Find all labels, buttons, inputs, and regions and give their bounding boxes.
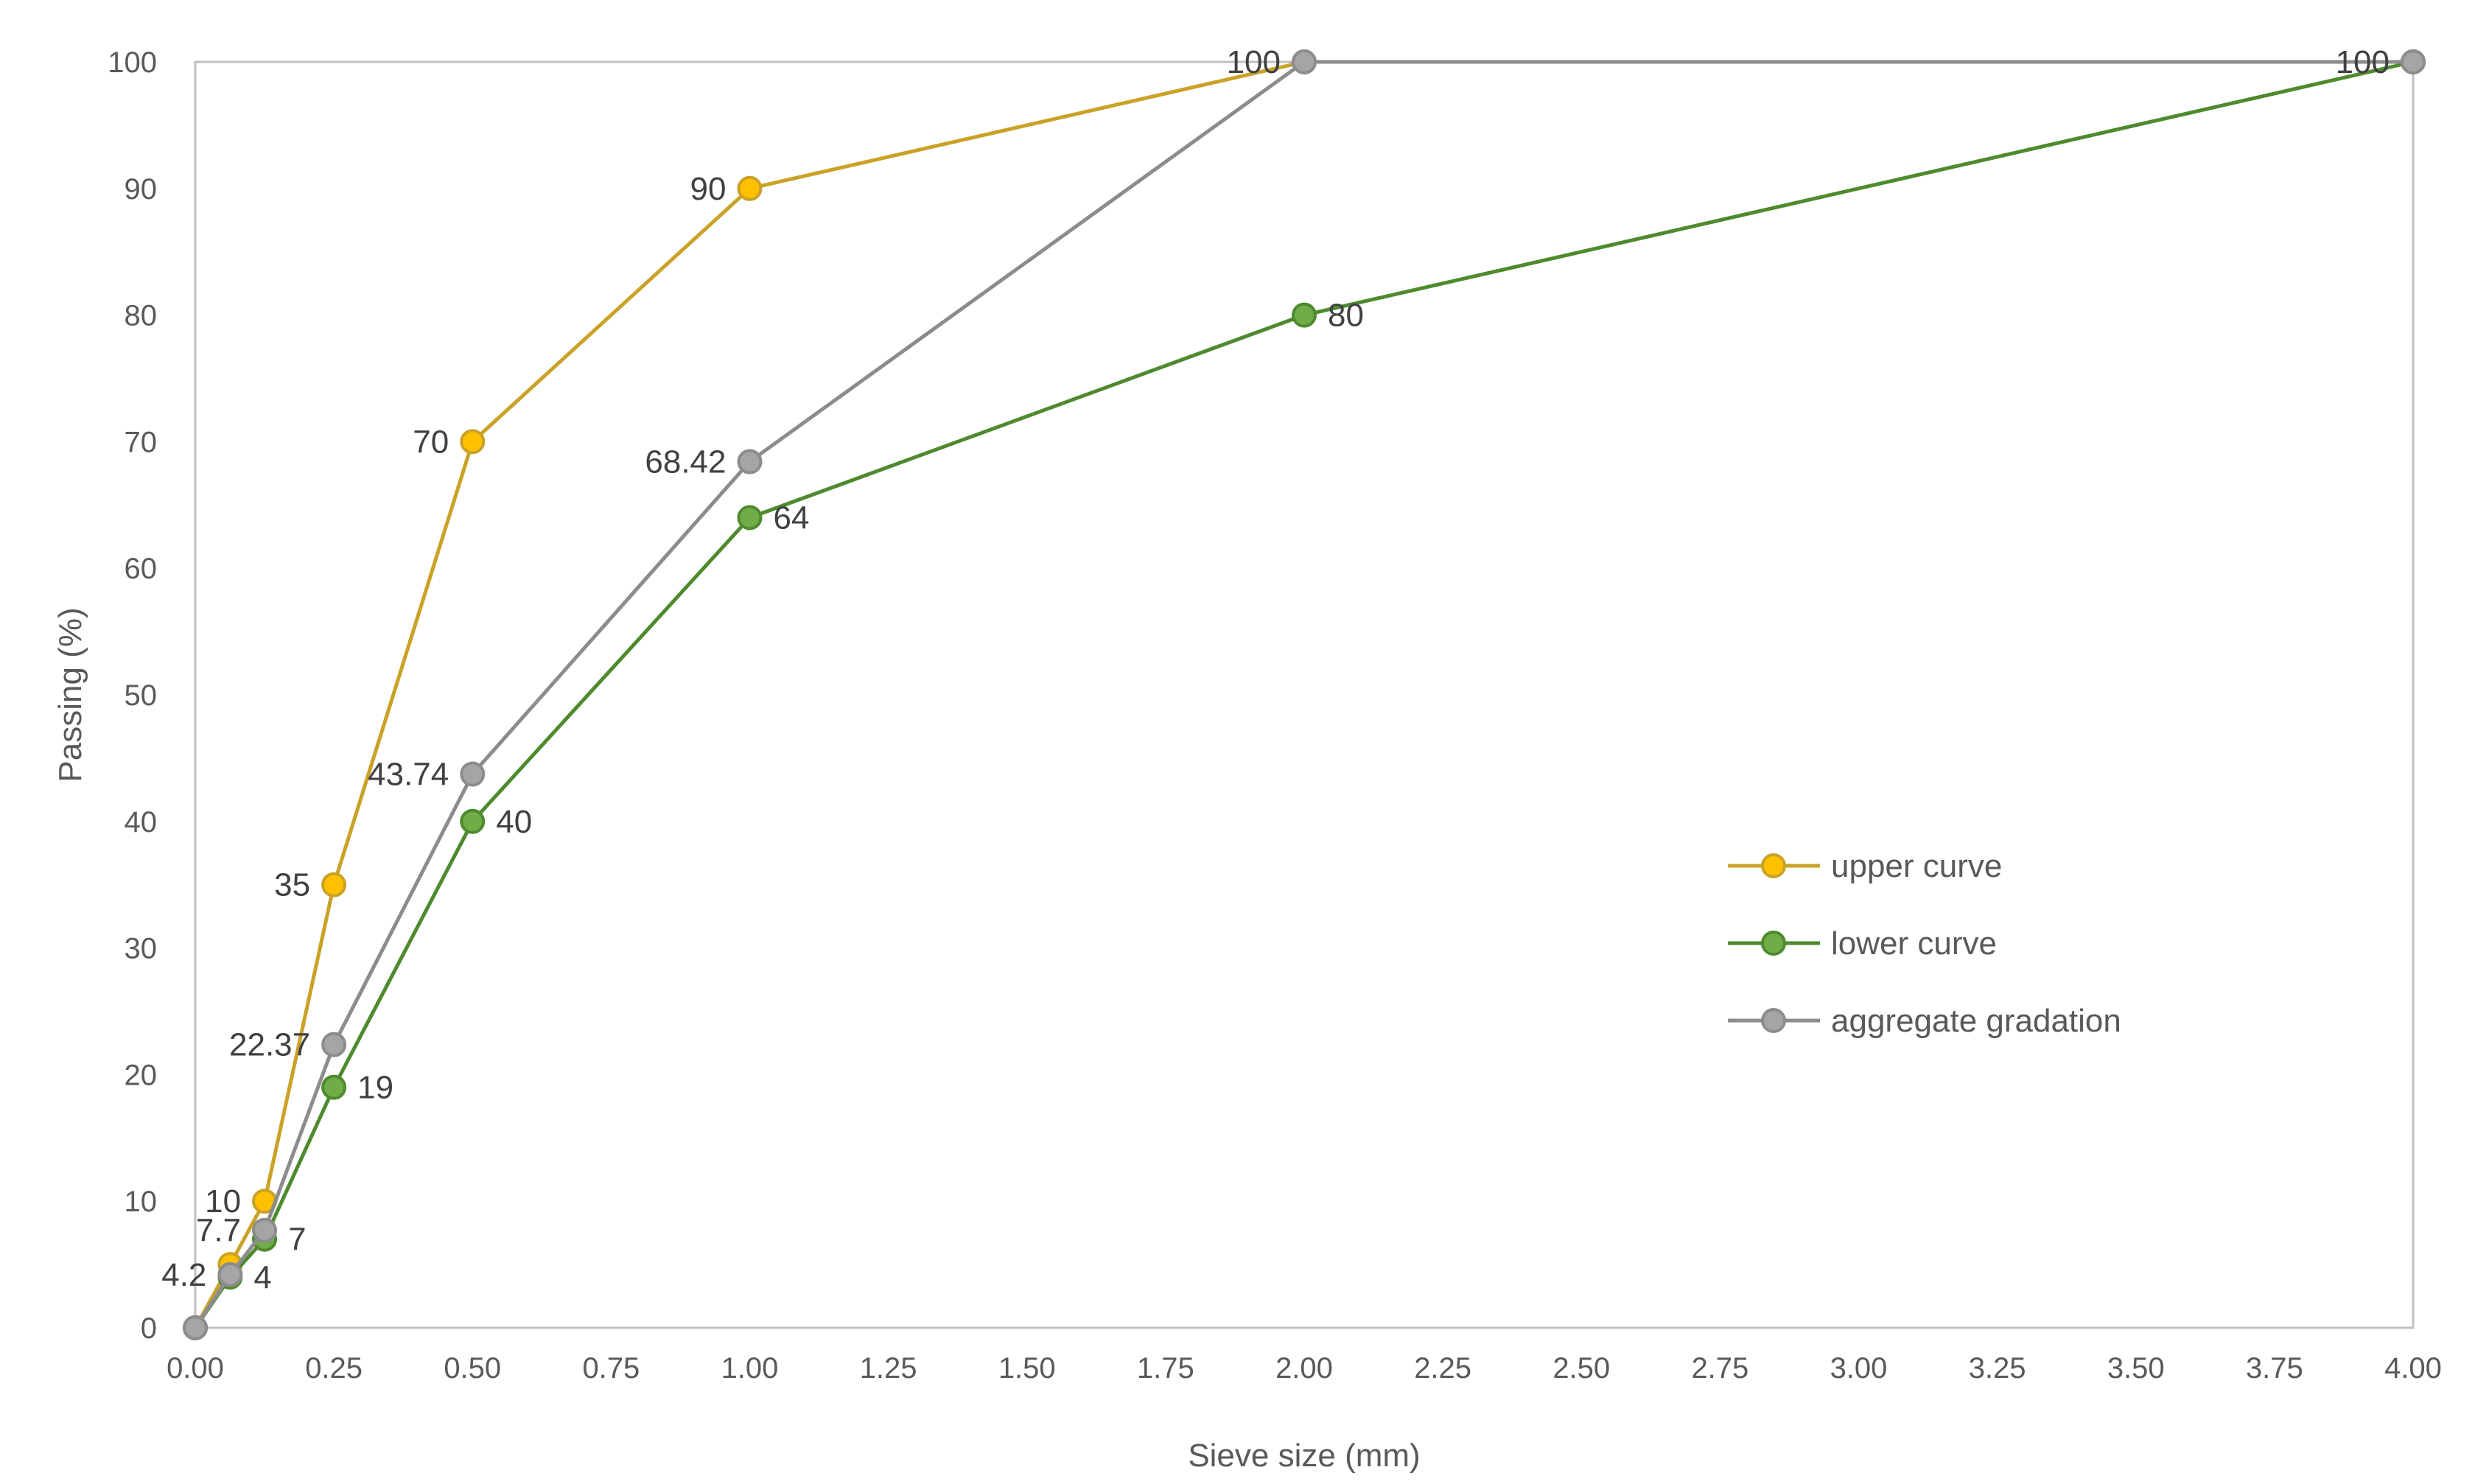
- data-point: [1292, 302, 1317, 328]
- y-tick-label: 0: [141, 1312, 157, 1345]
- series-layer: [183, 49, 2426, 1340]
- series-line: [193, 60, 2414, 1329]
- data-label: 7.7: [196, 1213, 241, 1249]
- data-point: [252, 1217, 278, 1243]
- x-tick-label: 0.75: [582, 1352, 640, 1385]
- data-point: [460, 429, 486, 455]
- data-labels-layer: 10 35 70 90 100 47 19 40 64 80 4.2 7.7 22.37 43.74 68.…: [161, 44, 2390, 1295]
- data-label: 10: [205, 1183, 241, 1219]
- legend-label: aggregate gradation: [1831, 1003, 2121, 1039]
- legend-label: lower curve: [1831, 925, 1997, 962]
- data-label: 43.74: [368, 757, 449, 793]
- x-tick-label: 3.25: [1969, 1352, 2026, 1385]
- legend-marker: [1761, 1008, 1786, 1033]
- data-point: [321, 872, 347, 897]
- y-tick-label: 60: [125, 553, 158, 585]
- legend-marker: [1761, 853, 1786, 878]
- x-tick-label: 2.00: [1275, 1352, 1333, 1385]
- y-tick-label: 80: [125, 300, 158, 332]
- x-tick-label: 2.25: [1414, 1352, 1471, 1385]
- x-tick-label: 3.00: [1830, 1352, 1888, 1385]
- data-label: 4: [253, 1259, 271, 1295]
- x-tick-label: 2.75: [1691, 1352, 1748, 1385]
- series-line: [193, 60, 2413, 1329]
- x-tick-label: 1.25: [860, 1352, 917, 1385]
- data-label: 100: [1227, 44, 1281, 80]
- x-tick-label: 1.50: [998, 1352, 1056, 1385]
- x-axis-ticks: 0.00 0.25 0.50 0.75 1.00 1.25 1.50 1.75 2.00 2.25…: [167, 1352, 2442, 1385]
- x-tick-label: 3.50: [2107, 1352, 2165, 1385]
- y-tick-label: 20: [125, 1059, 158, 1091]
- y-tick-label: 30: [125, 933, 158, 965]
- x-tick-label: 3.75: [2246, 1352, 2303, 1385]
- data-point: [737, 175, 763, 201]
- y-tick-label: 50: [125, 679, 158, 712]
- y-tick-label: 100: [108, 46, 157, 79]
- legend-label: upper curve: [1831, 848, 2002, 884]
- legend-marker: [1761, 931, 1786, 956]
- data-label: 70: [413, 424, 449, 460]
- data-point: [737, 449, 763, 475]
- x-tick-label: 2.50: [1552, 1352, 1610, 1385]
- y-tick-label: 40: [125, 806, 158, 839]
- data-label: 7: [288, 1222, 306, 1258]
- x-axis-title: Sieve size (mm): [1188, 1438, 1420, 1474]
- x-tick-label: 0.00: [167, 1352, 224, 1385]
- y-tick-label: 10: [125, 1186, 158, 1218]
- data-label: 90: [690, 171, 727, 207]
- x-tick-label: 1.75: [1137, 1352, 1194, 1385]
- x-tick-label: 0.25: [305, 1352, 363, 1385]
- data-label: 80: [1328, 298, 1364, 334]
- x-tick-label: 1.00: [721, 1352, 779, 1385]
- data-label: 35: [274, 867, 310, 903]
- data-label: 68.42: [645, 444, 726, 480]
- data-point: [217, 1261, 243, 1287]
- data-label: 22.37: [229, 1027, 310, 1063]
- series-line: [193, 60, 2413, 1329]
- data-label: 100: [2336, 44, 2390, 80]
- y-tick-label: 70: [125, 426, 158, 458]
- x-tick-label: 0.50: [444, 1352, 501, 1385]
- y-axis-ticks: 0 10 20 30 40 50 60 70 80 90 100: [108, 46, 157, 1345]
- data-label: 19: [357, 1070, 393, 1106]
- data-point: [321, 1074, 347, 1100]
- y-axis-title: Passing (%): [52, 607, 88, 782]
- data-label: 40: [496, 804, 532, 840]
- plot-area: [194, 60, 2415, 1329]
- data-point: [460, 808, 486, 834]
- data-point: [2401, 49, 2426, 74]
- data-point: [737, 505, 763, 531]
- data-point: [183, 1315, 208, 1340]
- data-label: 64: [774, 500, 810, 536]
- data-point: [460, 761, 486, 787]
- y-tick-label: 90: [125, 173, 158, 206]
- data-point: [321, 1032, 347, 1057]
- x-tick-label: 4.00: [2384, 1352, 2442, 1385]
- legend: upper curve lower curve aggregate gradatio…: [1728, 848, 2121, 1039]
- data-label: 4.2: [161, 1257, 206, 1293]
- data-point: [1292, 49, 1317, 74]
